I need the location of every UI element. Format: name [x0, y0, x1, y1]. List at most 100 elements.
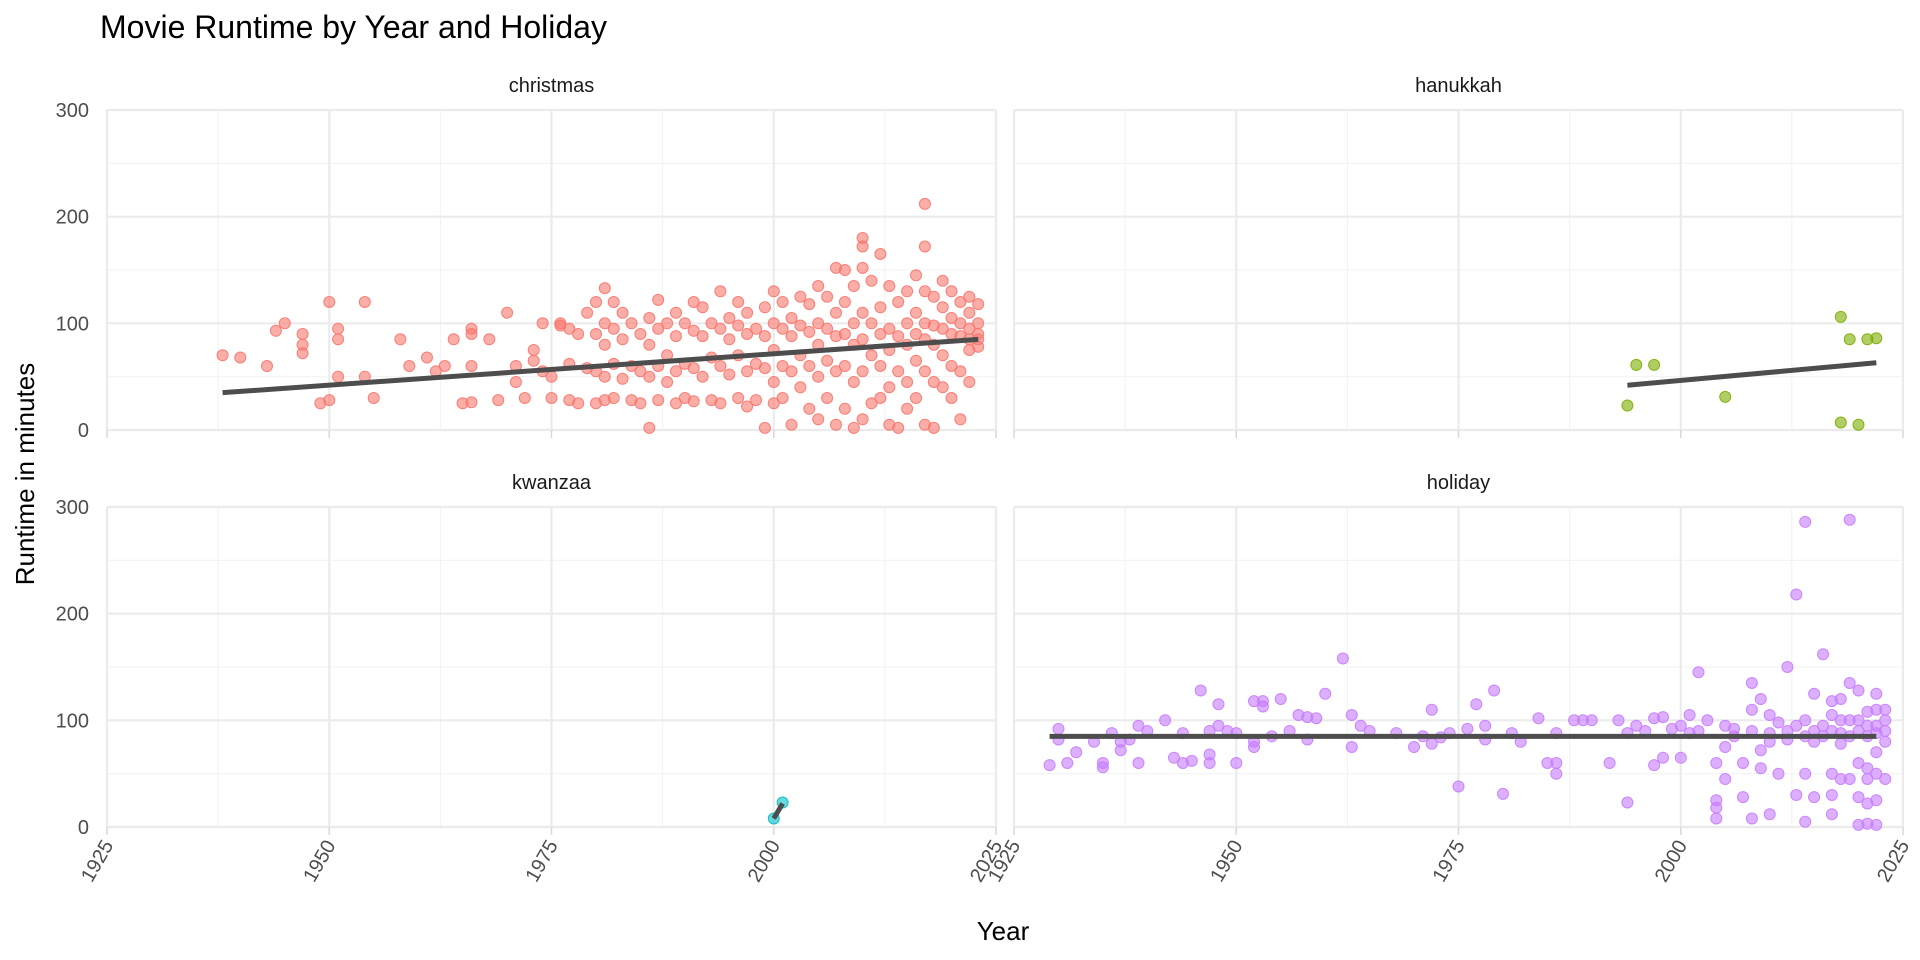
data-point [616, 372, 629, 385]
data-point [856, 306, 869, 319]
data-point [652, 293, 665, 306]
data-point [296, 328, 309, 340]
data-point [741, 365, 754, 378]
data-point [803, 298, 816, 311]
data-point [670, 306, 682, 319]
data-point [1825, 767, 1838, 780]
data-point [438, 360, 451, 372]
data-point [1754, 693, 1767, 705]
data-point [1870, 767, 1883, 780]
data-point [794, 381, 807, 394]
data-point [954, 413, 967, 426]
data-point [812, 413, 825, 426]
x-tick-label: 1975 [1429, 837, 1470, 887]
data-point [1425, 703, 1438, 716]
data-point [1061, 757, 1074, 769]
data-point [1345, 709, 1358, 721]
data-point [1648, 759, 1661, 772]
data-point [758, 301, 771, 314]
data-point [1488, 684, 1501, 697]
data-point [687, 296, 700, 308]
data-point [874, 248, 887, 260]
data-point [1763, 808, 1776, 821]
data-point [838, 296, 851, 308]
data-point [910, 306, 922, 319]
data-point [1630, 358, 1643, 371]
data-point [1657, 711, 1669, 724]
x-tick-label: 1950 [299, 837, 340, 887]
data-point [367, 392, 380, 404]
data-point [1621, 796, 1634, 809]
data-point [634, 397, 647, 410]
data-point [892, 296, 905, 308]
data-point [625, 317, 638, 330]
data-point [1879, 714, 1892, 727]
data-point [732, 319, 745, 332]
data-point [901, 376, 914, 388]
data-point [1745, 703, 1758, 716]
data-point [954, 317, 967, 330]
data-point [661, 376, 674, 388]
data-point [1212, 698, 1225, 711]
data-point [812, 317, 825, 330]
data-point [518, 392, 531, 404]
data-point [936, 274, 949, 287]
points-christmas [216, 197, 985, 434]
data-point [509, 376, 522, 388]
data-point [758, 362, 771, 375]
data-point [714, 322, 727, 335]
data-point [901, 317, 914, 330]
data-point [963, 376, 976, 388]
points-holiday [1043, 513, 1892, 831]
data-point [1870, 818, 1883, 831]
data-point [1550, 757, 1563, 769]
data-point [1603, 757, 1616, 769]
data-point [936, 301, 949, 314]
data-point [687, 395, 700, 408]
data-point [1550, 767, 1563, 780]
data-point [616, 306, 629, 319]
data-point [590, 328, 602, 340]
data-point [803, 325, 816, 338]
data-point [865, 274, 878, 287]
data-point [741, 306, 754, 319]
data-point [918, 365, 931, 378]
data-point [936, 322, 949, 335]
facet-label: christmas [509, 75, 595, 97]
data-point [607, 392, 620, 404]
data-point [1870, 746, 1883, 759]
data-point [856, 413, 869, 426]
y-tick-label: 100 [56, 710, 89, 732]
data-point [830, 365, 842, 378]
data-point [1737, 757, 1749, 769]
facet-panel-christmas: christmas 0 100 200 300 [56, 75, 998, 442]
data-point [616, 333, 629, 346]
data-point [323, 394, 336, 407]
data-point [1052, 722, 1065, 735]
data-point [1132, 757, 1145, 769]
data-point [563, 322, 576, 335]
data-point [465, 328, 478, 340]
data-point [1070, 746, 1083, 759]
data-point [483, 333, 496, 346]
data-point [1159, 714, 1172, 727]
data-point [216, 349, 229, 362]
data-point [1692, 666, 1705, 679]
data-point [785, 330, 798, 343]
data-point [741, 400, 754, 413]
data-point [812, 370, 825, 383]
chart-title: Movie Runtime by Year and Holiday [100, 9, 607, 45]
data-point [750, 394, 762, 407]
data-point [1612, 714, 1625, 727]
data-point [234, 351, 247, 364]
data-point [1799, 714, 1812, 727]
facet-label: hanukkah [1415, 75, 1502, 97]
data-point [1825, 709, 1838, 721]
data-point [758, 421, 771, 434]
data-point [972, 340, 985, 353]
data-point [972, 298, 985, 311]
data-point [1532, 712, 1545, 725]
data-point [296, 347, 309, 360]
data-point [732, 296, 745, 308]
